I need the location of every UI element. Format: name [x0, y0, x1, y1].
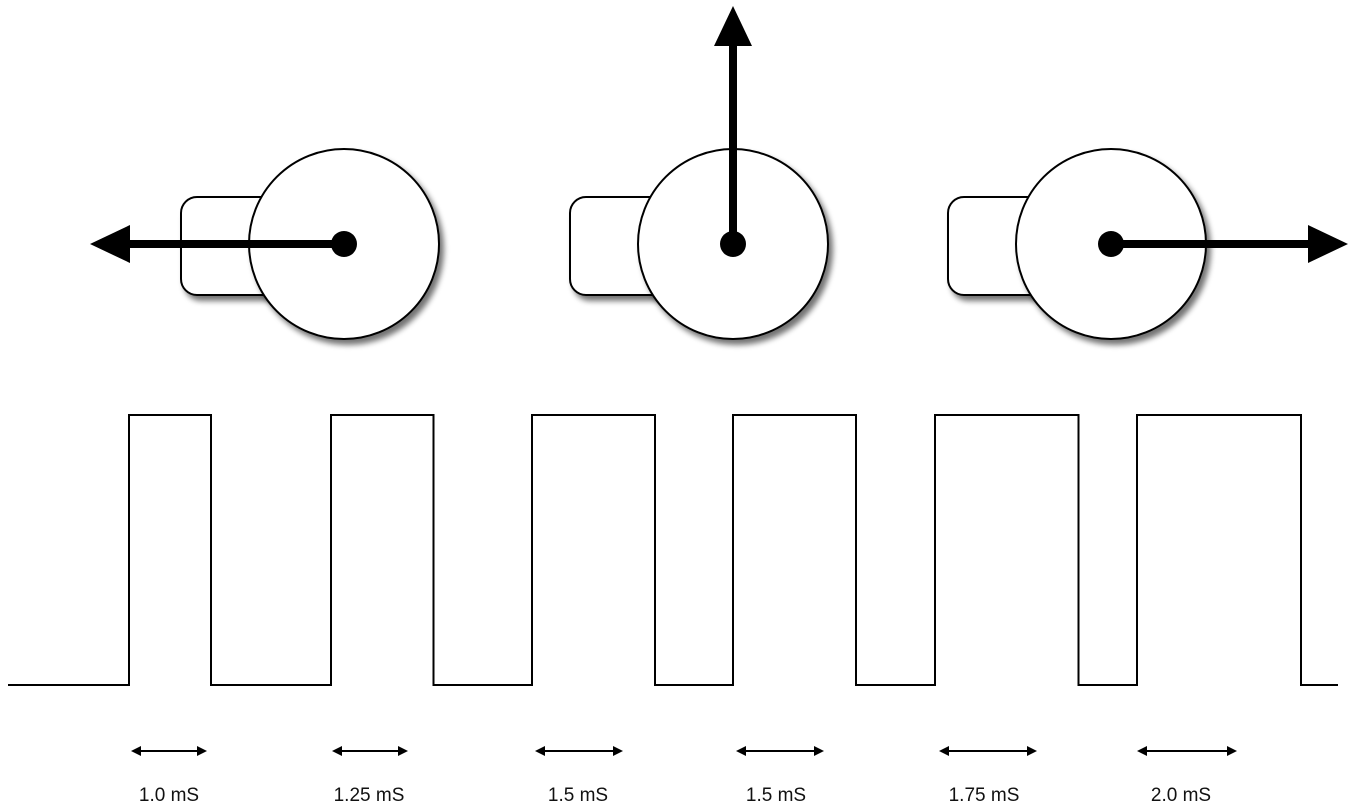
- arrow-right-icon: [197, 746, 207, 756]
- pulse-marker: 1.0 mS: [131, 746, 207, 806]
- servo-pivot: [1098, 231, 1124, 257]
- arrow-left-icon: [736, 746, 746, 756]
- pulse-marker: 2.0 mS: [1137, 746, 1237, 806]
- arrow-left-icon: [131, 746, 141, 756]
- arrow-right-icon: [814, 746, 824, 756]
- pulse-width-markers: 1.0 mS 1.25 mS 1.5 mS 1.5 mS 1.75 mS: [131, 746, 1237, 806]
- pulse-marker: 1.5 mS: [736, 746, 824, 806]
- pulse-width-label: 1.0 mS: [139, 785, 199, 806]
- arrow-up-icon: [714, 6, 752, 46]
- arrow-left-icon: [90, 225, 130, 263]
- servo-pivot: [720, 231, 746, 257]
- servo-left: [90, 148, 440, 340]
- arrow-left-icon: [535, 746, 545, 756]
- arrow-left-icon: [939, 746, 949, 756]
- servo-pivot: [331, 231, 357, 257]
- pulse-marker: 1.75 mS: [939, 746, 1037, 806]
- pulse-marker: 1.5 mS: [535, 746, 623, 806]
- arrow-right-icon: [613, 746, 623, 756]
- pulse-marker: 1.25 mS: [332, 746, 408, 806]
- arrow-right-icon: [1027, 746, 1037, 756]
- servo-center: [569, 6, 829, 340]
- pulse-width-label: 1.25 mS: [334, 785, 405, 806]
- pulse-width-label: 1.75 mS: [949, 785, 1020, 806]
- pulse-width-label: 1.5 mS: [746, 785, 806, 806]
- servo-right: [947, 148, 1348, 340]
- arrow-left-icon: [332, 746, 342, 756]
- pwm-waveform: [8, 414, 1338, 686]
- arrow-right-icon: [398, 746, 408, 756]
- arrow-right-icon: [1308, 225, 1348, 263]
- arrow-right-icon: [1227, 746, 1237, 756]
- pulse-width-label: 1.5 mS: [548, 785, 608, 806]
- pulse-width-label: 2.0 mS: [1151, 785, 1211, 806]
- arrow-left-icon: [1137, 746, 1147, 756]
